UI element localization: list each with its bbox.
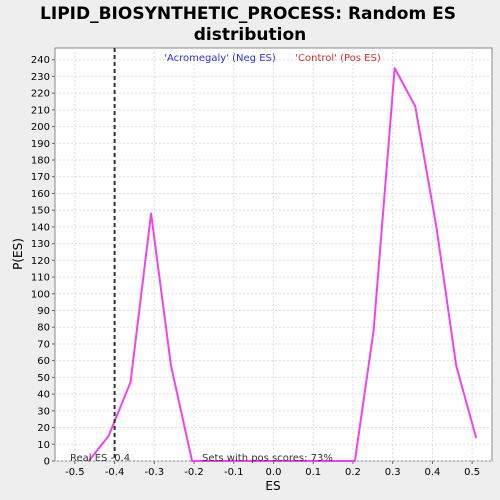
data-point — [354, 460, 356, 462]
x-tick-label: 0.5 — [464, 467, 480, 478]
y-tick-label: 100 — [31, 289, 50, 300]
y-tick-label: 170 — [31, 172, 50, 183]
data-point — [87, 460, 90, 462]
axis-ticks: 0 10 20 30 40 50 60 70 80 90 100 110 120 130 140 150 160… — [31, 55, 480, 478]
x-axis-label: ES — [265, 479, 280, 493]
y-tick-label: 240 — [31, 55, 50, 66]
y-tick-label: 150 — [31, 206, 50, 217]
x-tick-label: -0.5 — [65, 467, 85, 478]
data-point — [372, 329, 375, 332]
x-tick-label: 0.4 — [424, 467, 440, 478]
data-point — [191, 460, 193, 462]
y-tick-label: 30 — [37, 406, 50, 417]
y-tick-label: 160 — [31, 189, 50, 200]
y-tick-label: 210 — [31, 105, 50, 116]
x-tick-label: 0.1 — [305, 467, 321, 478]
data-point — [393, 67, 396, 69]
data-point — [150, 212, 152, 215]
y-tick-label: 0 — [44, 457, 50, 468]
data-point — [107, 435, 110, 437]
y-tick-label: 70 — [37, 339, 50, 350]
y-tick-label: 230 — [31, 72, 50, 83]
series-layer — [87, 67, 478, 462]
x-tick-label: 0.0 — [266, 467, 282, 478]
y-tick-label: 130 — [31, 239, 50, 250]
y-tick-label: 140 — [31, 222, 50, 233]
grid — [55, 48, 492, 462]
data-point — [435, 226, 438, 228]
y-tick-label: 80 — [37, 323, 50, 334]
x-tick-label: -0.1 — [224, 467, 244, 478]
x-tick-label: -0.4 — [105, 467, 125, 478]
chart-title-line1: LIPID_BIOSYNTHETIC_PROCESS: Random ES — [40, 4, 456, 24]
x-tick-label: -0.2 — [184, 467, 204, 478]
y-tick-label: 10 — [37, 440, 50, 451]
x-tick-label: -0.3 — [145, 467, 165, 478]
data-point — [414, 105, 417, 108]
y-tick-label: 60 — [37, 356, 50, 367]
pos-scores-annotation: Sets with pos scores: 73% — [202, 453, 333, 464]
x-tick-label: 0.3 — [385, 467, 401, 478]
y-tick-label: 20 — [37, 423, 50, 434]
legend-neg: 'Acromegaly' (Neg ES) — [164, 53, 276, 64]
x-tick-label: 0.2 — [345, 467, 361, 478]
y-tick-label: 110 — [31, 273, 50, 284]
chart-title-line2: distribution — [194, 25, 306, 45]
data-point — [455, 364, 458, 367]
legend-pos: 'Control' (Pos ES) — [295, 53, 381, 64]
y-tick-label: 120 — [31, 256, 50, 267]
data-point — [475, 436, 477, 439]
y-tick-label: 190 — [31, 139, 50, 150]
y-axis-label: P(ES) — [11, 238, 25, 270]
y-tick-label: 200 — [31, 122, 50, 133]
y-tick-label: 50 — [37, 373, 50, 384]
y-tick-label: 40 — [37, 390, 50, 401]
y-tick-label: 180 — [31, 156, 50, 167]
y-tick-label: 220 — [31, 89, 50, 100]
y-tick-label: 90 — [37, 306, 50, 317]
real-es-label: Real ES -0.4 — [70, 453, 130, 464]
data-point — [129, 381, 132, 384]
data-point — [170, 364, 172, 367]
